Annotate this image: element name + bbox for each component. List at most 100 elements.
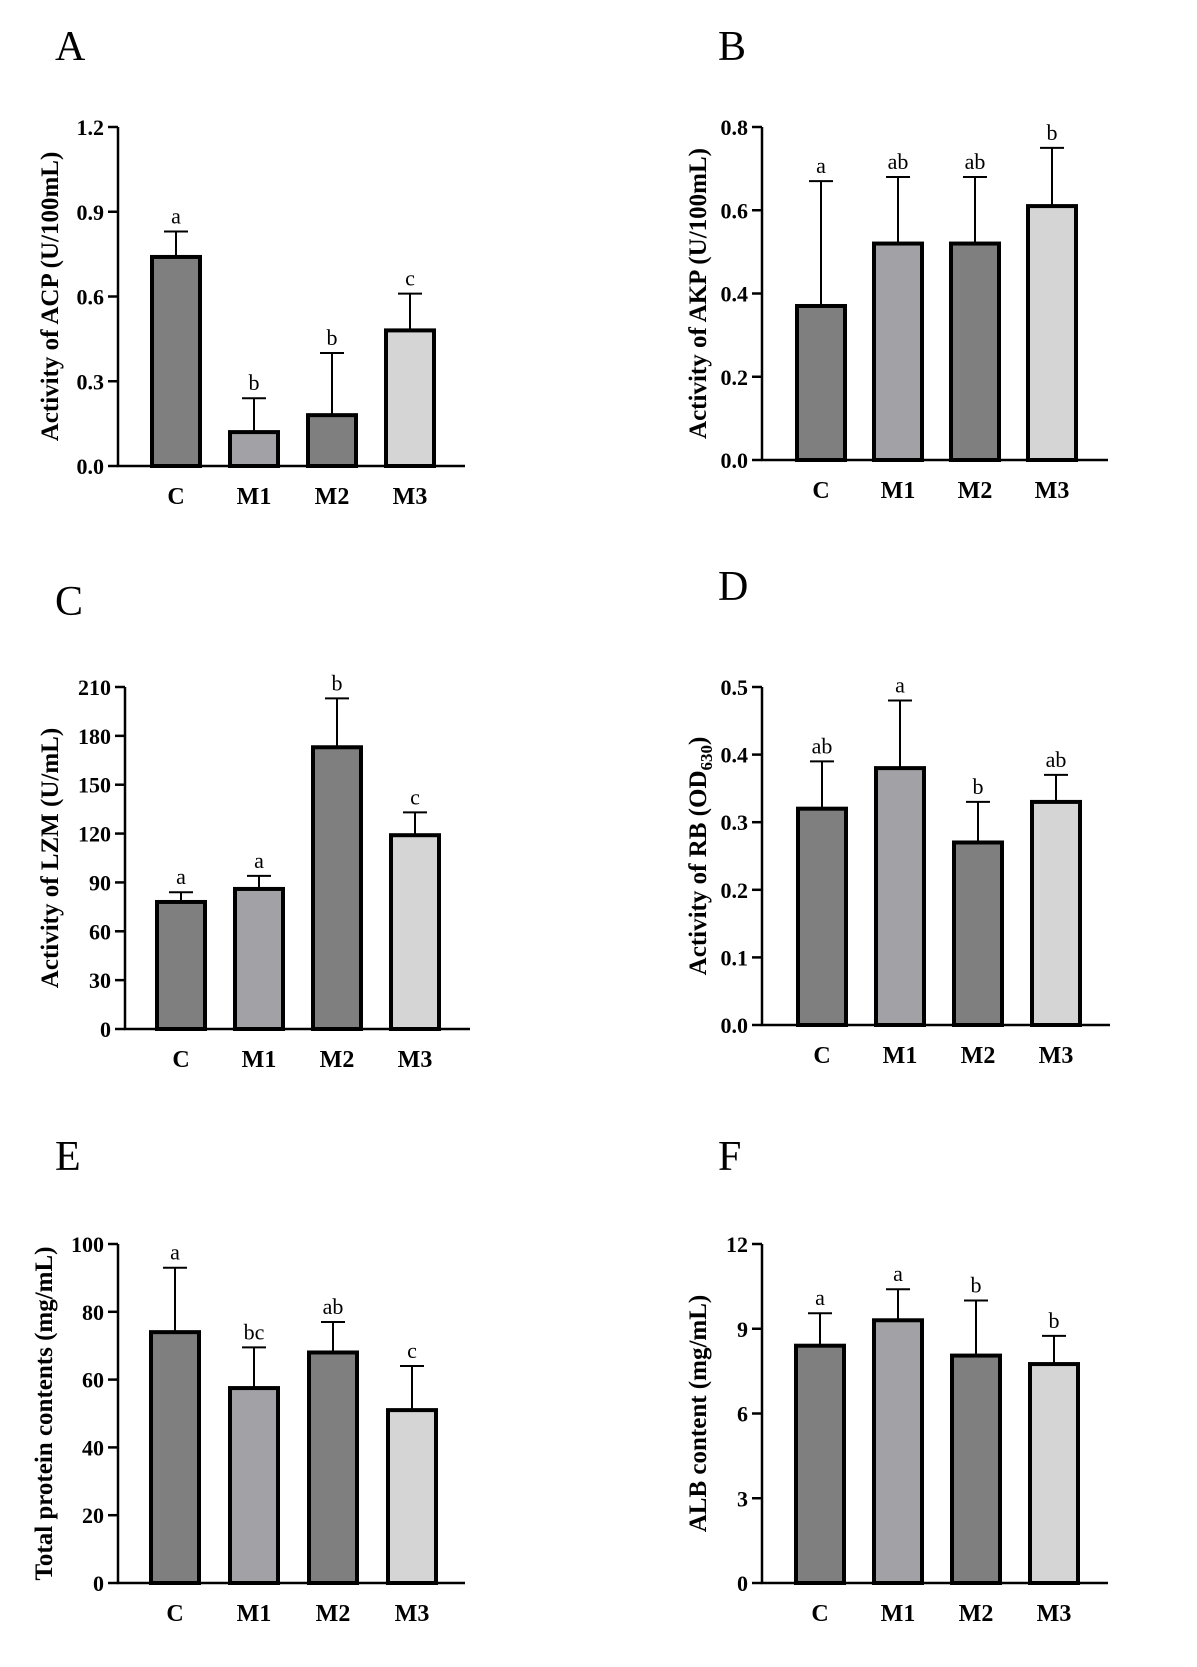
significance-letter: a xyxy=(170,1240,180,1265)
y-tick-label: 0 xyxy=(100,1017,111,1042)
bar-c xyxy=(149,1330,201,1586)
bar-m2 xyxy=(311,745,363,1031)
y-tick-label: 0.2 xyxy=(721,365,749,390)
y-tick-label: 0.9 xyxy=(77,200,105,225)
y-tick-label: 0.0 xyxy=(77,454,105,479)
y-tick-label: 6 xyxy=(737,1402,748,1427)
y-tick-label: 0 xyxy=(737,1571,748,1596)
bar-m3 xyxy=(1028,1362,1080,1585)
significance-letter: c xyxy=(407,1338,417,1363)
bar-c xyxy=(155,899,207,1032)
significance-letter: b xyxy=(971,1273,982,1298)
bar-m3 xyxy=(1030,799,1082,1027)
y-axis-label: Activity of RB (OD630) xyxy=(685,737,716,976)
y-tick-label: 120 xyxy=(78,822,111,847)
x-tick-label: M1 xyxy=(883,1043,918,1069)
y-tick-label: 0.6 xyxy=(77,285,105,310)
x-tick-label: C xyxy=(172,1047,189,1073)
bar-m3 xyxy=(1026,204,1078,462)
chart-panel-f: F ALB content (mg/mL) 0 3 6 9 12 a Ca M1 b M2 b M3 xyxy=(685,1134,1108,1627)
x-tick-label: M2 xyxy=(320,1047,355,1073)
x-tick-label: M1 xyxy=(242,1047,277,1073)
x-tick-label: C xyxy=(811,1601,828,1627)
chart-panel-d: D Activity of RB (OD630) 0.0 0.1 0.2 0.3 0.4 0.… xyxy=(685,564,1110,1069)
significance-letter: b xyxy=(327,325,338,350)
y-tick-label: 0.2 xyxy=(721,878,749,903)
panel-letter: A xyxy=(55,24,86,70)
significance-letter: a xyxy=(254,848,264,873)
x-tick-label: C xyxy=(813,1043,830,1069)
significance-letter: b xyxy=(973,774,984,799)
x-tick-label: M2 xyxy=(961,1043,996,1069)
y-tick-label: 180 xyxy=(78,724,111,749)
significance-letter: a xyxy=(171,204,181,229)
y-tick-label: 0.8 xyxy=(721,115,749,140)
significance-letter: a xyxy=(815,1285,825,1310)
panel-letter: C xyxy=(55,579,83,625)
y-tick-label: 9 xyxy=(737,1317,748,1342)
y-tick-label: 0.6 xyxy=(721,198,749,223)
significance-letter: ab xyxy=(812,733,833,758)
panel-letter: E xyxy=(55,1134,81,1180)
y-tick-label: 90 xyxy=(89,870,111,895)
y-tick-label: 0.3 xyxy=(77,369,105,394)
y-tick-label: 0.0 xyxy=(721,448,749,473)
bar-m1 xyxy=(233,886,285,1032)
significance-letter: ab xyxy=(965,149,986,174)
bar-c xyxy=(794,1343,846,1585)
y-tick-label: 100 xyxy=(71,1232,104,1257)
panel-letter: B xyxy=(718,24,746,70)
y-tick-label: 0 xyxy=(93,1571,104,1596)
x-tick-label: M3 xyxy=(393,484,428,510)
x-tick-label: M3 xyxy=(1035,478,1070,504)
significance-letter: bc xyxy=(244,1319,265,1344)
y-axis-label: Activity of LZM (U/mL) xyxy=(37,728,64,988)
bar-m3 xyxy=(384,328,436,468)
x-tick-label: M3 xyxy=(398,1047,433,1073)
x-tick-label: M3 xyxy=(395,1601,430,1627)
bar-m2 xyxy=(306,413,358,468)
panel-letter: D xyxy=(718,564,748,610)
x-tick-label: M1 xyxy=(237,1601,272,1627)
x-tick-label: M1 xyxy=(881,478,916,504)
y-axis-label: Total protein contents (mg/mL) xyxy=(31,1246,58,1580)
significance-letter: a xyxy=(176,864,186,889)
bar-m1 xyxy=(228,1386,280,1585)
y-tick-label: 60 xyxy=(82,1368,104,1393)
chart-panel-c: C Activity of LZM (U/mL) 0 30 60 90 120 150 180 2… xyxy=(37,579,470,1073)
y-axis-label: Activity of ACP (U/100mL) xyxy=(37,152,64,442)
y-tick-label: 150 xyxy=(78,773,111,798)
y-tick-label: 1.2 xyxy=(77,115,105,140)
significance-letter: ab xyxy=(323,1294,344,1319)
x-tick-label: M2 xyxy=(315,484,350,510)
significance-letter: b xyxy=(1047,120,1058,145)
x-tick-label: M1 xyxy=(237,484,272,510)
x-tick-label: C xyxy=(167,484,184,510)
y-tick-label: 0.5 xyxy=(721,675,749,700)
y-tick-label: 30 xyxy=(89,968,111,993)
x-tick-label: M2 xyxy=(316,1601,351,1627)
significance-letter: a xyxy=(893,1261,903,1286)
bar-m1 xyxy=(228,430,280,469)
bar-m2 xyxy=(307,1350,359,1585)
bar-m1 xyxy=(872,241,924,462)
x-tick-label: M3 xyxy=(1037,1601,1072,1627)
chart-panel-e: E Total protein contents (mg/mL) 0 20 40 60 80… xyxy=(31,1134,465,1627)
chart-panel-b: B Activity of AKP (U/100mL) 0.0 0.2 0.4 0.6 0.… xyxy=(685,24,1108,504)
x-tick-label: M2 xyxy=(959,1601,994,1627)
x-tick-label: C xyxy=(812,478,829,504)
y-tick-label: 80 xyxy=(82,1300,104,1325)
x-tick-label: M3 xyxy=(1039,1043,1074,1069)
y-axis-label: Activity of AKP (U/100mL) xyxy=(685,148,712,439)
significance-letter: ab xyxy=(1046,747,1067,772)
y-tick-label: 40 xyxy=(82,1435,104,1460)
bar-c xyxy=(796,806,848,1027)
x-tick-label: C xyxy=(166,1601,183,1627)
x-tick-label: M2 xyxy=(958,478,993,504)
y-tick-label: 20 xyxy=(82,1503,104,1528)
significance-letter: a xyxy=(895,673,905,698)
y-tick-label: 3 xyxy=(737,1486,748,1511)
y-tick-label: 210 xyxy=(78,675,111,700)
bar-c xyxy=(150,254,202,469)
